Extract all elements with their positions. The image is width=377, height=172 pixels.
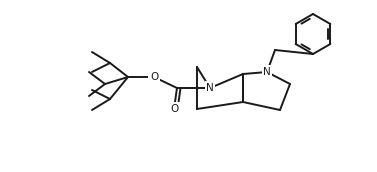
- Text: N: N: [206, 83, 214, 93]
- Text: O: O: [170, 104, 178, 114]
- Text: O: O: [150, 72, 158, 82]
- Text: N: N: [263, 67, 271, 77]
